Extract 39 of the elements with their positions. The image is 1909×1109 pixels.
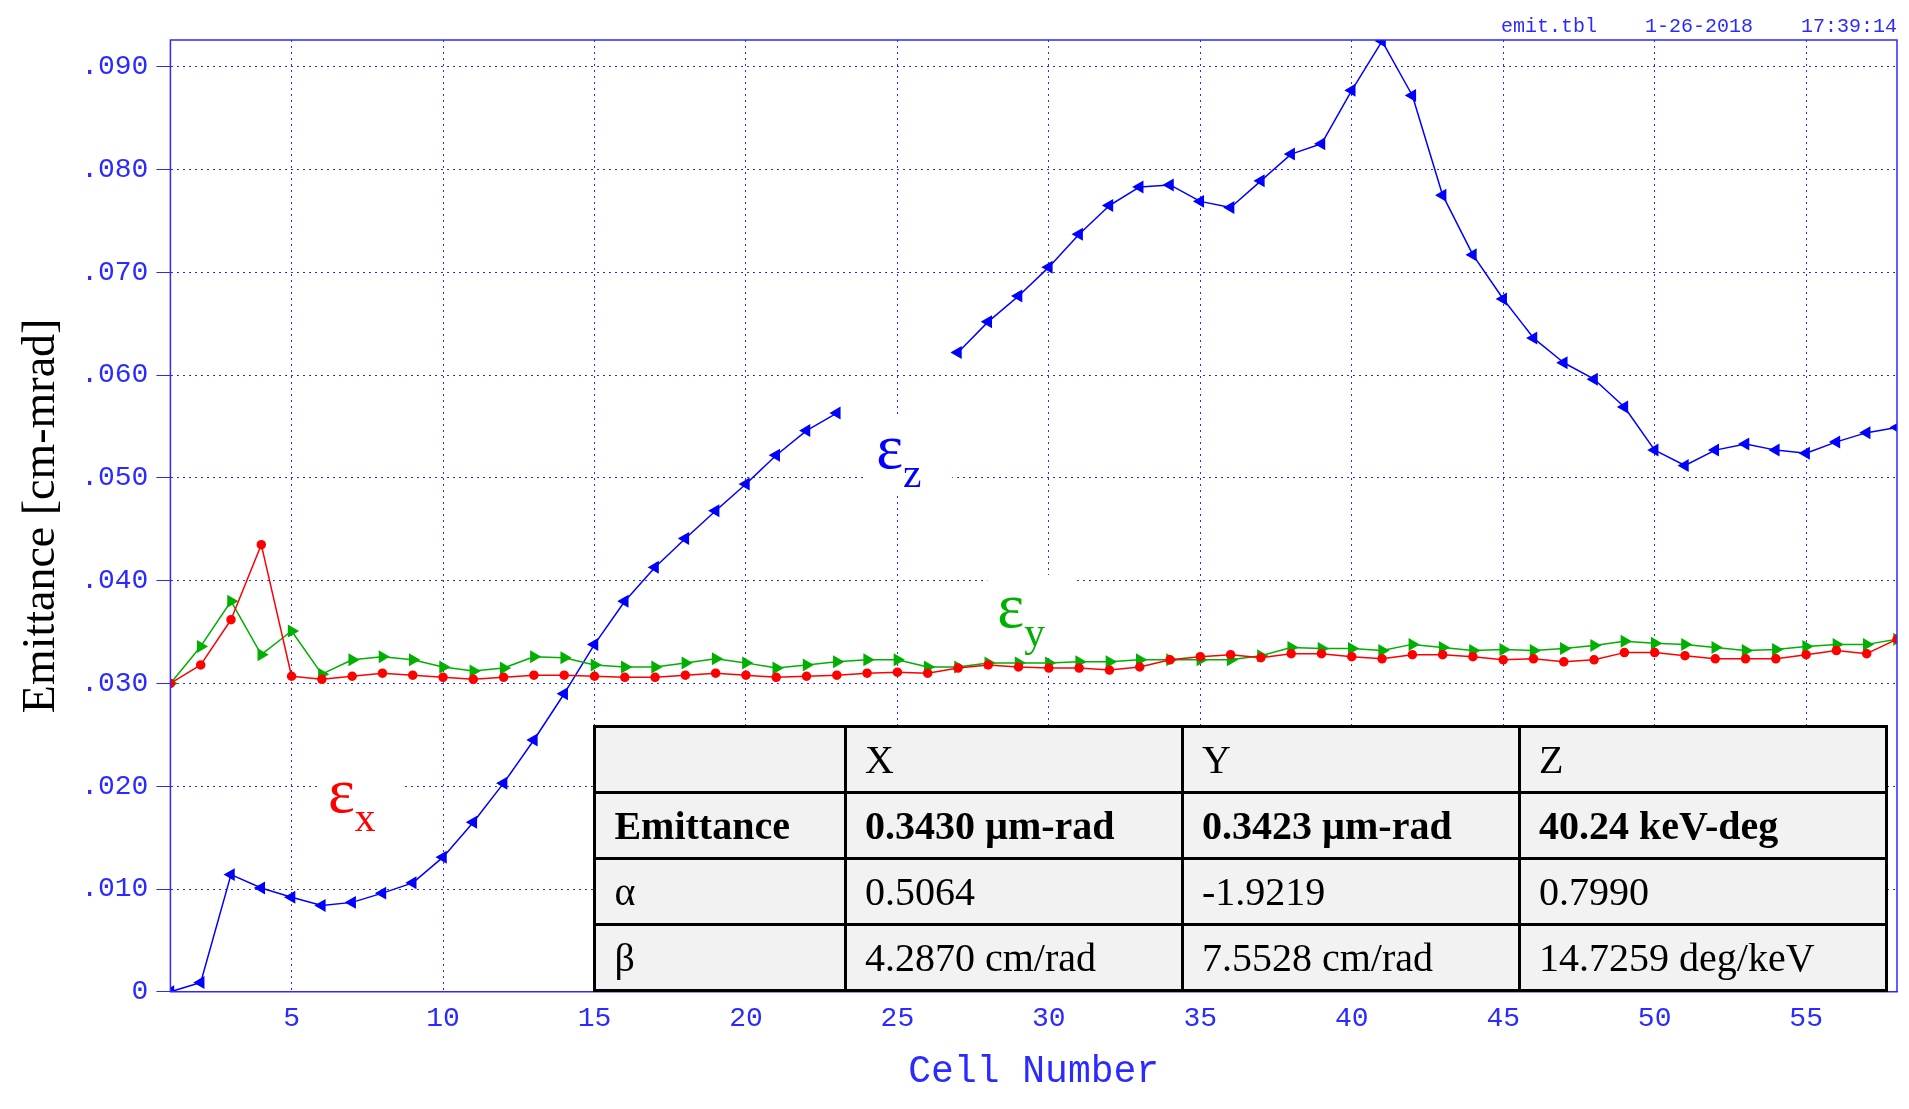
text: -1.9219 xyxy=(1202,868,1326,914)
category-label: Emittance xyxy=(614,802,790,848)
x-tick-label: 45 xyxy=(1486,1003,1521,1035)
text: 40.24 keV-deg xyxy=(1539,802,1779,848)
y-tick-label: .030 xyxy=(81,667,149,699)
category-label: X xyxy=(845,726,1183,793)
category-label: Y xyxy=(1182,726,1520,793)
text: 0.3423 µm-rad xyxy=(1202,802,1452,848)
text: 7.5528 cm/rad xyxy=(1202,934,1434,980)
y-axis-title: Emittance [cm-mrad] xyxy=(12,318,64,714)
text: 0.7990 xyxy=(1539,868,1650,914)
x-tick-label: 20 xyxy=(729,1003,763,1035)
x-tick-label: 35 xyxy=(1183,1003,1218,1035)
y-tick-label: .010 xyxy=(81,873,149,905)
y-tick-label: .040 xyxy=(81,565,149,597)
text: emit.tbl 1-26-2018 17:39:14 xyxy=(1500,15,1897,38)
x-tick-label: 30 xyxy=(1032,1003,1066,1035)
category-label: α xyxy=(614,868,636,914)
text: 0.3430 µm-rad xyxy=(864,802,1115,848)
y-tick-label: .080 xyxy=(81,153,149,185)
y-tick-label: 0 xyxy=(131,976,149,1008)
text: 14.7259 deg/keV xyxy=(1539,934,1815,980)
y-tick-label: .090 xyxy=(81,51,149,83)
text: 4.2870 cm/rad xyxy=(864,934,1096,980)
text: 0.5064 xyxy=(864,868,975,914)
y-tick-label: .020 xyxy=(81,770,149,802)
y-tick-label: .060 xyxy=(81,359,149,391)
x-axis-title: Cell Number xyxy=(908,1050,1160,1094)
category-label: Z xyxy=(1519,726,1887,793)
x-tick-label: 40 xyxy=(1334,1003,1369,1035)
y-tick-label: .070 xyxy=(81,256,149,288)
x-tick-label: 15 xyxy=(577,1003,612,1035)
x-tick-label: 50 xyxy=(1637,1003,1672,1035)
category-label: β xyxy=(614,934,635,980)
y-tick-label: .050 xyxy=(81,462,149,494)
x-tick-label: 5 xyxy=(283,1003,300,1035)
x-tick-label: 55 xyxy=(1789,1003,1823,1035)
x-tick-label: 10 xyxy=(426,1003,460,1035)
x-tick-label: 25 xyxy=(880,1003,915,1035)
